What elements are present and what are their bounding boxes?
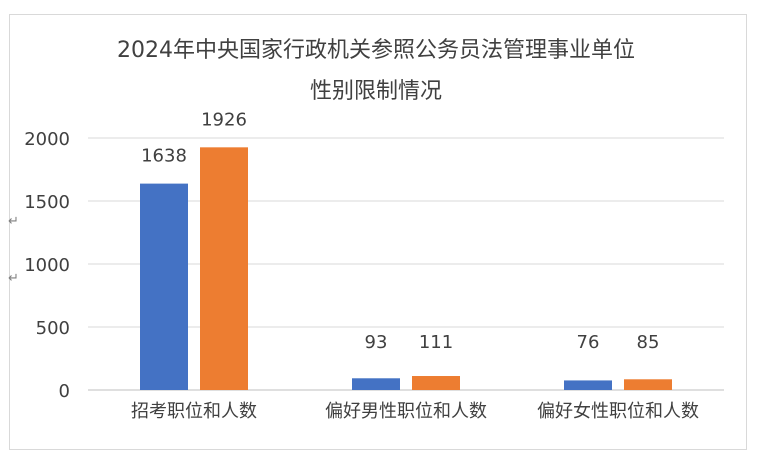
chart-title-line-2: 性别限制情况	[310, 79, 442, 104]
data-label: 93	[365, 332, 388, 353]
bars	[140, 147, 672, 390]
bar	[352, 378, 400, 390]
bar	[624, 379, 672, 390]
gridlines	[88, 137, 724, 391]
x-axis-categories: 招考职位和人数 偏好男性职位和人数 偏好女性职位和人数	[131, 401, 699, 422]
x-category-label: 招考职位和人数	[131, 401, 257, 422]
bar	[564, 380, 612, 390]
y-tick-label: 1000	[24, 255, 70, 276]
y-axis-ticks: 0 500 1000 1500 2000	[24, 129, 70, 402]
data-label: 85	[637, 332, 660, 353]
bar	[412, 376, 460, 390]
x-category-label: 偏好男性职位和人数	[325, 401, 487, 422]
data-label: 1926	[201, 109, 247, 130]
chart-frame	[9, 14, 747, 450]
data-labels: 1638 1926 93 111 76 85	[141, 109, 659, 353]
y-tick-label: 1500	[24, 192, 70, 213]
bar	[200, 147, 248, 390]
paragraph-mark: ↵	[8, 214, 19, 229]
chart-title: 2024年中央国家行政机关参照公务员法管理事业单位 性别限制情况	[117, 38, 635, 104]
y-tick-label: 2000	[24, 129, 70, 150]
y-tick-label: 500	[36, 318, 70, 339]
chart-title-line-1: 2024年中央国家行政机关参照公务员法管理事业单位	[117, 38, 635, 63]
data-label: 76	[577, 332, 600, 353]
paragraph-mark: ↵	[8, 271, 19, 286]
data-label: 111	[419, 332, 453, 353]
data-label: 1638	[141, 146, 187, 167]
bar	[140, 183, 188, 390]
y-tick-label: 0	[59, 381, 70, 402]
x-category-label: 偏好女性职位和人数	[537, 401, 699, 422]
